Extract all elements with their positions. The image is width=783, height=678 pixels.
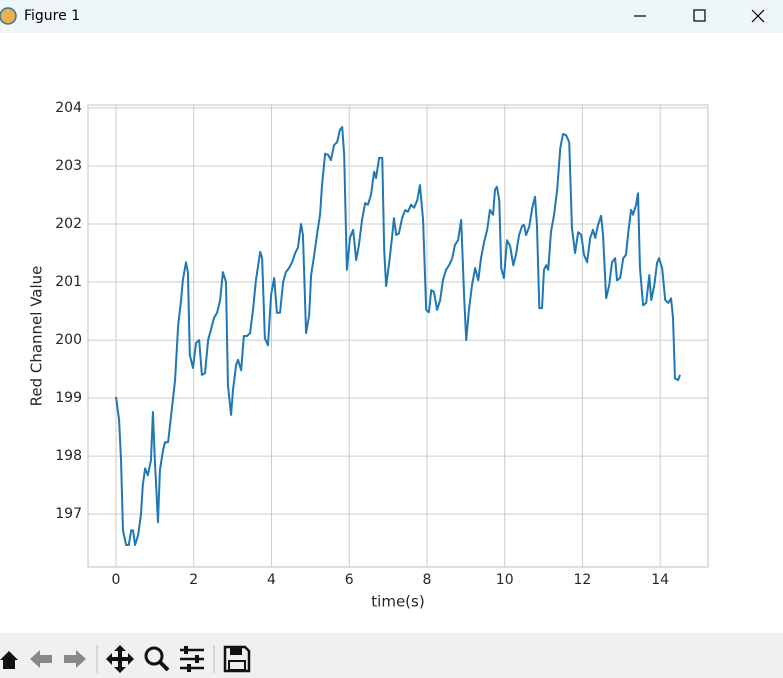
x-tick-label: 4 xyxy=(267,572,276,588)
y-tick-label: 197 xyxy=(55,506,82,522)
save-button[interactable] xyxy=(223,645,251,673)
window-title: Figure 1 xyxy=(24,8,80,24)
app-icon xyxy=(0,7,17,25)
home-button[interactable] xyxy=(0,651,18,669)
x-tick-label: 8 xyxy=(422,572,431,588)
data-line xyxy=(114,126,681,546)
x-tick-label: 2 xyxy=(189,572,198,588)
pan-button[interactable] xyxy=(106,645,134,673)
y-tick-label: 204 xyxy=(55,100,82,116)
save-label xyxy=(230,648,242,655)
zoom-handle xyxy=(158,660,170,672)
x-tick-label: 12 xyxy=(574,572,592,588)
x-tick-label: 14 xyxy=(651,572,669,588)
plot-frame xyxy=(87,104,709,568)
y-tick-label: 199 xyxy=(55,390,82,406)
save-slot xyxy=(228,660,246,671)
y-tick-label: 203 xyxy=(55,158,82,174)
y-axis-label: Red Channel Value xyxy=(28,266,46,407)
y-tick-label: 200 xyxy=(55,332,82,348)
y-tick-label: 198 xyxy=(55,448,82,464)
x-tick-label: 10 xyxy=(496,572,514,588)
toolbar xyxy=(0,633,783,678)
forward-button[interactable] xyxy=(64,650,86,668)
back-button[interactable] xyxy=(30,650,52,668)
maximize-button[interactable] xyxy=(693,9,706,22)
x-axis-label: time(s) xyxy=(371,593,424,611)
x-tick-label: 0 xyxy=(112,572,121,588)
x-tick-label: 6 xyxy=(345,572,354,588)
zoom-button[interactable] xyxy=(144,646,164,666)
title-bar xyxy=(0,0,783,33)
y-tick-label: 202 xyxy=(55,216,82,232)
y-tick-label: 201 xyxy=(55,274,82,290)
close-button[interactable] xyxy=(751,9,765,23)
configure-sliders xyxy=(184,646,199,672)
